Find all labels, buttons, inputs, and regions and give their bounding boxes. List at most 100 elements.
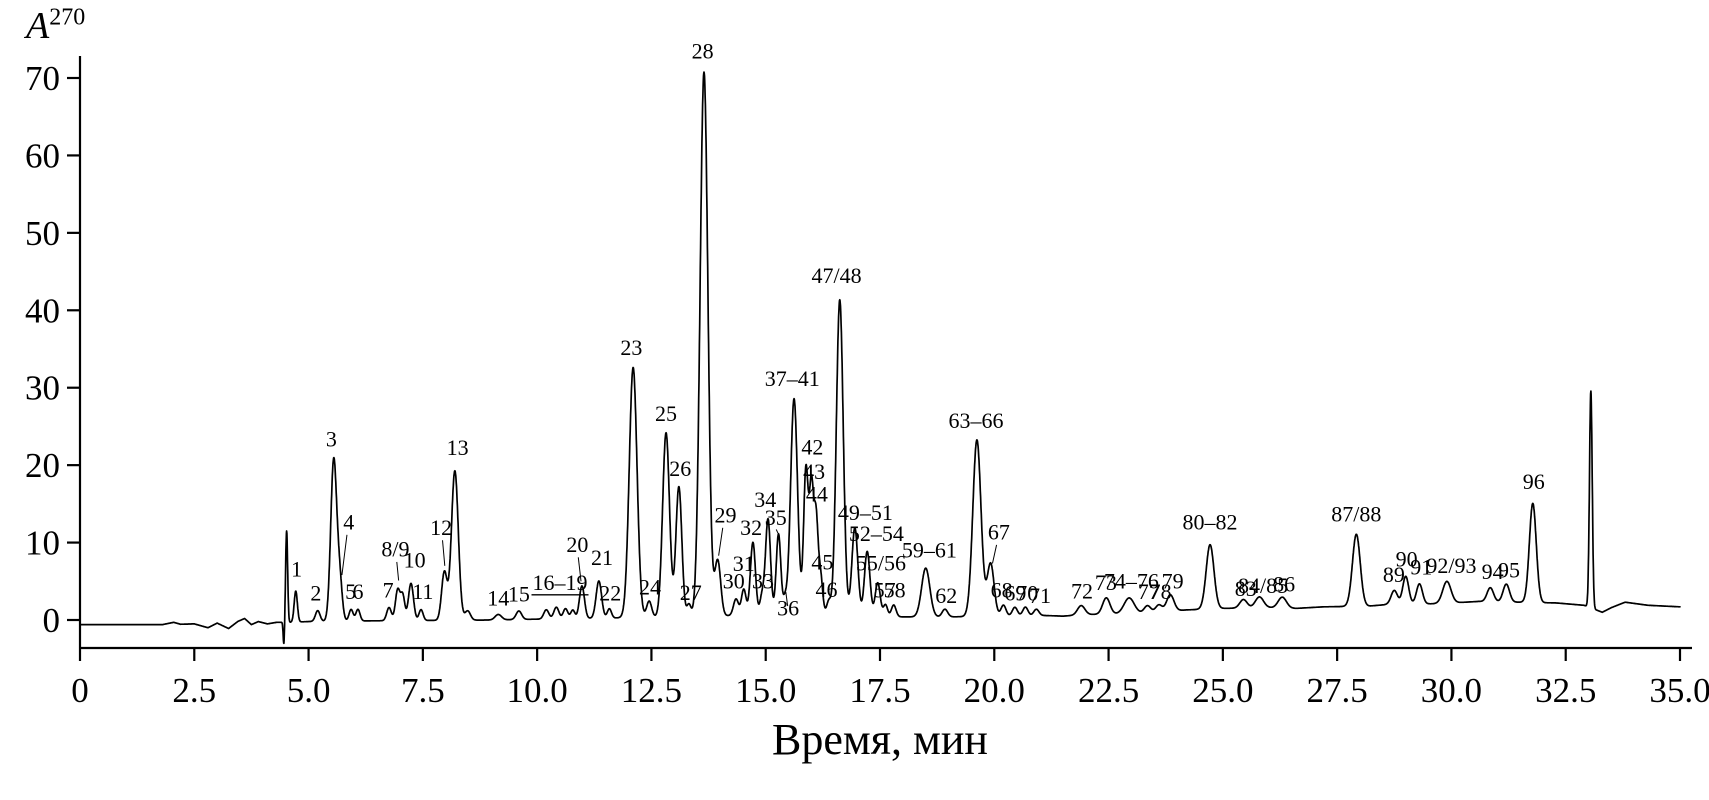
peak-leader-line [442, 540, 446, 566]
peak-label-44: 44 [806, 482, 828, 507]
peak-label-26: 26 [669, 456, 691, 481]
peak-label-3: 3 [326, 427, 337, 452]
peak-label-87/88: 87/88 [1331, 502, 1381, 527]
chromatogram-trace [79, 71, 1681, 645]
peak-label-7: 7 [383, 578, 394, 603]
peak-label-31: 31 [733, 551, 755, 576]
y-tick-label: 60 [25, 136, 60, 175]
y-axis-title-superscript: 270 [49, 4, 86, 31]
y-tick-label: 30 [25, 369, 60, 408]
x-axis-title: Время, мин [772, 715, 988, 764]
peak-label-13: 13 [447, 435, 469, 460]
x-tick-label: 27.5 [1307, 671, 1368, 710]
peak-label-42: 42 [801, 434, 823, 459]
peak-label-80–82: 80–82 [1183, 509, 1238, 534]
peak-label-6: 6 [352, 579, 363, 604]
peak-label-62: 62 [935, 583, 957, 608]
peak-label-4: 4 [343, 509, 354, 534]
peak-label-32: 32 [740, 515, 762, 540]
peak-label-71: 71 [1029, 583, 1051, 608]
x-tick-label: 2.5 [172, 671, 216, 710]
peak-label-22: 22 [599, 581, 621, 606]
peak-label-14: 14 [487, 585, 509, 610]
x-tick-label: 12.5 [621, 671, 682, 710]
peak-label-74–76: 74–76 [1104, 568, 1159, 593]
x-tick-label: 25.0 [1192, 671, 1253, 710]
peak-label-23: 23 [620, 335, 642, 360]
peak-label-29: 29 [714, 502, 736, 527]
peak-label-96: 96 [1523, 469, 1545, 494]
x-tick-label: 30.0 [1421, 671, 1482, 710]
peak-label-79: 79 [1162, 568, 1184, 593]
peak-label-89: 89 [1383, 562, 1405, 587]
y-axis-title-base: A [26, 5, 50, 47]
peak-label-37–41: 37–41 [765, 366, 820, 391]
peak-label-68: 68 [991, 578, 1013, 603]
peak-label-10: 10 [404, 547, 426, 572]
x-tick-label: 20.0 [964, 671, 1025, 710]
peak-label-43: 43 [803, 459, 825, 484]
peak-label-77: 77 [1138, 579, 1160, 604]
peak-label-67: 67 [988, 519, 1010, 544]
peak-label-70: 70 [1016, 581, 1038, 606]
peak-label-95: 95 [1498, 557, 1520, 582]
peak-leader-line [577, 557, 582, 582]
peak-label-55/56: 55/56 [856, 550, 906, 575]
x-tick-label: 15.0 [735, 671, 796, 710]
peak-leader-line [341, 534, 348, 576]
x-tick-label: 32.5 [1535, 671, 1596, 710]
peak-label-27: 27 [680, 580, 702, 605]
x-tick-label: 7.5 [401, 671, 445, 710]
peak-label-16–19: 16–19 [533, 570, 588, 595]
y-tick-label: 50 [25, 214, 60, 253]
peak-leader-line [775, 529, 779, 534]
y-tick-label: 70 [25, 59, 60, 98]
y-tick-label: 20 [25, 446, 60, 485]
peak-label-59–61: 59–61 [902, 537, 957, 562]
y-axis-title: A270 [26, 4, 85, 48]
peak-label-5: 5 [345, 579, 356, 604]
peak-label-28: 28 [692, 39, 714, 64]
y-tick-label: 40 [25, 291, 60, 330]
peak-label-83: 83 [1235, 576, 1257, 601]
peak-label-2: 2 [310, 581, 321, 606]
peak-label-21: 21 [591, 545, 613, 570]
peak-label-25: 25 [655, 401, 677, 426]
peak-label-20: 20 [566, 532, 588, 557]
peak-label-49–51: 49–51 [838, 500, 893, 525]
peak-label-12: 12 [430, 515, 452, 540]
y-tick-label: 10 [25, 524, 60, 563]
peak-label-91: 91 [1410, 554, 1432, 579]
peak-label-15: 15 [508, 581, 530, 606]
peak-label-73: 73 [1095, 570, 1117, 595]
peak-label-35: 35 [765, 505, 787, 530]
peak-leader-line [718, 527, 724, 556]
peak-label-46: 46 [816, 577, 838, 602]
peak-label-47/48: 47/48 [812, 263, 862, 288]
peak-label-63–66: 63–66 [949, 408, 1004, 433]
x-tick-label: 10.0 [507, 671, 568, 710]
peak-label-52–54: 52–54 [849, 521, 904, 546]
x-tick-label: 17.5 [849, 671, 910, 710]
peak-label-92/93: 92/93 [1426, 553, 1476, 578]
peak-label-45: 45 [811, 550, 833, 575]
peak-label-24: 24 [639, 574, 661, 599]
peak-label-11: 11 [412, 579, 433, 604]
peak-label-1: 1 [291, 557, 302, 582]
peak-label-69: 69 [1004, 581, 1026, 606]
peak-label-94: 94 [1482, 559, 1504, 584]
x-tick-label: 22.5 [1078, 671, 1139, 710]
peak-label-84/85: 84/85 [1238, 573, 1288, 598]
peak-leader-line [785, 592, 789, 607]
peak-label-86: 86 [1273, 571, 1295, 596]
peak-label-72: 72 [1071, 578, 1093, 603]
y-tick-label: 0 [43, 601, 61, 640]
peak-label-78: 78 [1150, 579, 1172, 604]
peak-leader-line [991, 544, 998, 564]
peak-label-33: 33 [752, 568, 774, 593]
peak-label-90: 90 [1396, 547, 1418, 572]
peak-label-34: 34 [754, 487, 776, 512]
x-tick-label: 5.0 [287, 671, 331, 710]
peak-label-36: 36 [777, 595, 799, 620]
